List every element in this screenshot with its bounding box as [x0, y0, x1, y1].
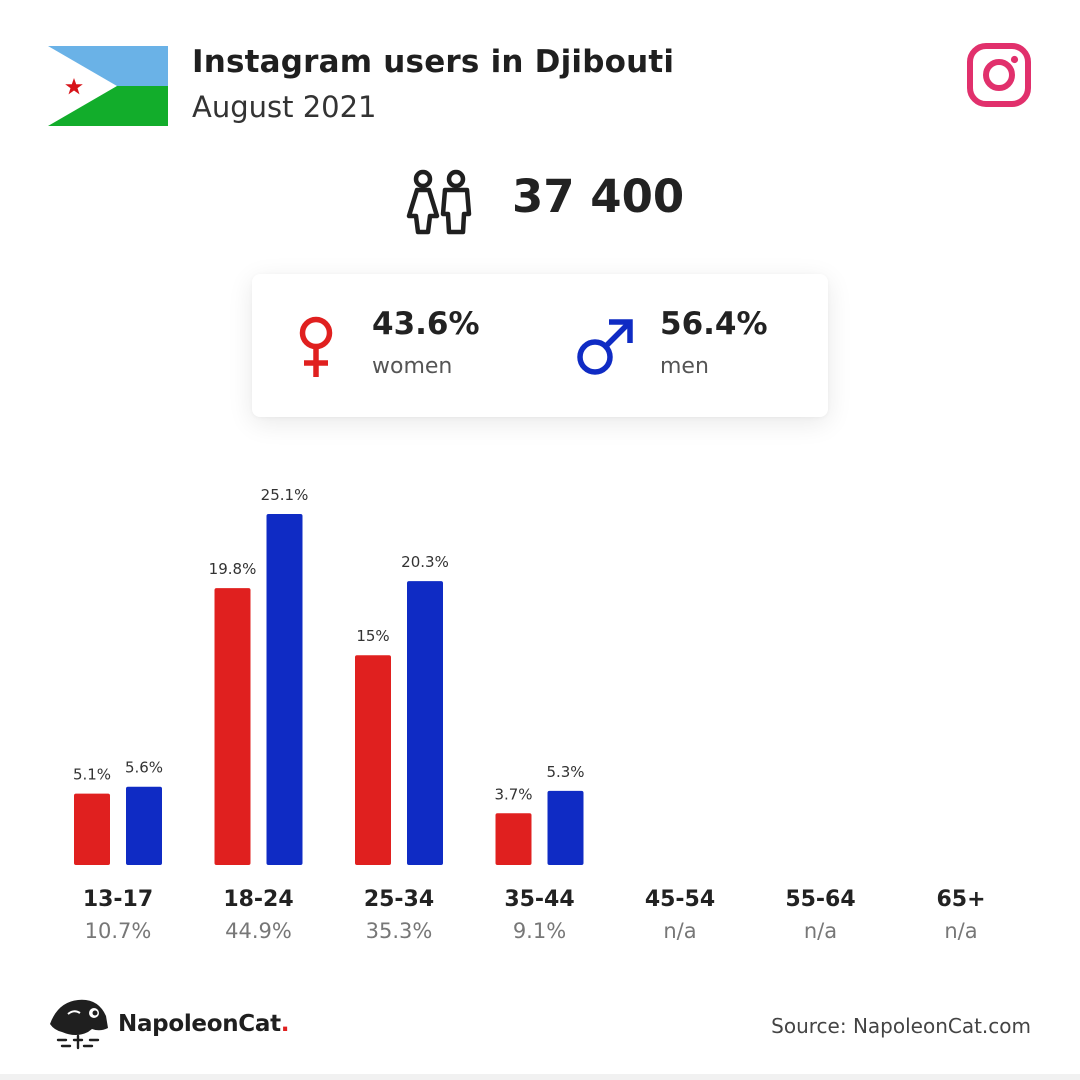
bar-men-18-24	[266, 514, 303, 865]
age-group-label: 35-44	[504, 887, 574, 912]
bottom-divider	[0, 1074, 1080, 1080]
brand-dot: .	[280, 1011, 290, 1037]
brand-name: NapoleonCat.	[118, 1011, 290, 1037]
bar-value-label: 15%	[356, 627, 389, 645]
age-group-total: n/a	[804, 919, 837, 943]
people-icon	[406, 169, 472, 235]
age-group-total: 9.1%	[513, 919, 566, 943]
bar-women-13-17	[74, 793, 110, 865]
age-group-label: 13-17	[83, 887, 153, 912]
female-icon	[299, 316, 333, 377]
bar-men-35-44	[547, 790, 584, 865]
bar-value-label: 3.7%	[494, 785, 532, 803]
age-group-label: 55-64	[785, 887, 855, 912]
bar-value-label: 5.3%	[546, 763, 584, 781]
bar-women-18-24	[214, 588, 251, 865]
total-users-value: 37 400	[512, 170, 685, 223]
age-group-label: 25-34	[364, 887, 434, 912]
women-label: women	[372, 354, 453, 379]
age-group-label: 18-24	[223, 887, 293, 912]
men-label: men	[660, 354, 709, 379]
bar-value-label: 25.1%	[261, 486, 309, 504]
bar-value-label: 5.6%	[125, 759, 163, 777]
brand-text: NapoleonCat	[118, 1011, 281, 1037]
napoleoncat-logo-icon	[50, 999, 108, 1050]
age-group-label: 65+	[936, 887, 985, 912]
page-subtitle: August 2021	[192, 90, 377, 124]
age-gender-bar-chart: 5.1% 5.6% 13-17 10.7% 19.8% 25.1% 18-24 44.9% 15…	[73, 486, 986, 943]
age-group-total: 10.7%	[85, 919, 152, 943]
bar-men-25-34	[407, 581, 443, 865]
djibouti-flag-icon	[48, 46, 168, 126]
age-group-total: n/a	[663, 919, 696, 943]
bar-men-13-17	[126, 786, 162, 865]
page-title: Instagram users in Djibouti	[192, 44, 675, 80]
age-group-total: 44.9%	[225, 919, 292, 943]
age-group-label: 45-54	[645, 887, 715, 912]
men-percentage: 56.4%	[660, 306, 768, 342]
gender-card: 43.6% women 56.4% men	[252, 274, 828, 417]
instagram-icon	[967, 43, 1031, 107]
bar-value-label: 5.1%	[73, 766, 111, 784]
bar-women-35-44	[495, 813, 532, 865]
bar-value-label: 19.8%	[209, 560, 257, 578]
bar-women-25-34	[355, 655, 391, 865]
male-icon	[577, 319, 633, 375]
age-group-total: 35.3%	[366, 919, 433, 943]
age-group-total: n/a	[944, 919, 977, 943]
women-percentage: 43.6%	[372, 306, 480, 342]
source-text: Source: NapoleonCat.com	[771, 1014, 1031, 1038]
bar-value-label: 20.3%	[401, 553, 449, 571]
